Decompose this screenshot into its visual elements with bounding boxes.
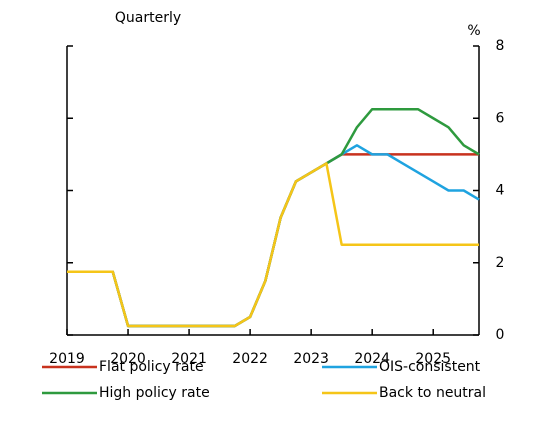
line bbox=[67, 162, 479, 328]
legend-label: High policy rate bbox=[99, 385, 210, 401]
x-tick-label: 2025 bbox=[415, 351, 451, 367]
x-tick-label: 2024 bbox=[354, 351, 390, 367]
unit-label: % bbox=[467, 23, 480, 39]
y-tick-label: 0 bbox=[496, 327, 505, 343]
x-tick-label: 2019 bbox=[49, 351, 85, 367]
line bbox=[67, 153, 479, 328]
y-tick-label: 2 bbox=[496, 255, 505, 271]
legend-label: Back to neutral bbox=[379, 385, 486, 401]
chart-subtitle: Quarterly bbox=[115, 10, 181, 26]
x-tick-label: 2022 bbox=[232, 351, 268, 367]
line bbox=[67, 144, 480, 328]
y-tick-label: 6 bbox=[496, 110, 505, 126]
y-tick-label: 8 bbox=[496, 38, 505, 54]
x-tick-label: 2020 bbox=[110, 351, 146, 367]
legend-label: OIS-consistent bbox=[379, 359, 481, 375]
y-tick-label: 4 bbox=[496, 183, 505, 199]
x-tick-label: 2021 bbox=[171, 351, 207, 367]
legend-label: Flat policy rate bbox=[99, 359, 204, 375]
x-tick-label: 2023 bbox=[293, 351, 329, 367]
line bbox=[67, 107, 480, 328]
